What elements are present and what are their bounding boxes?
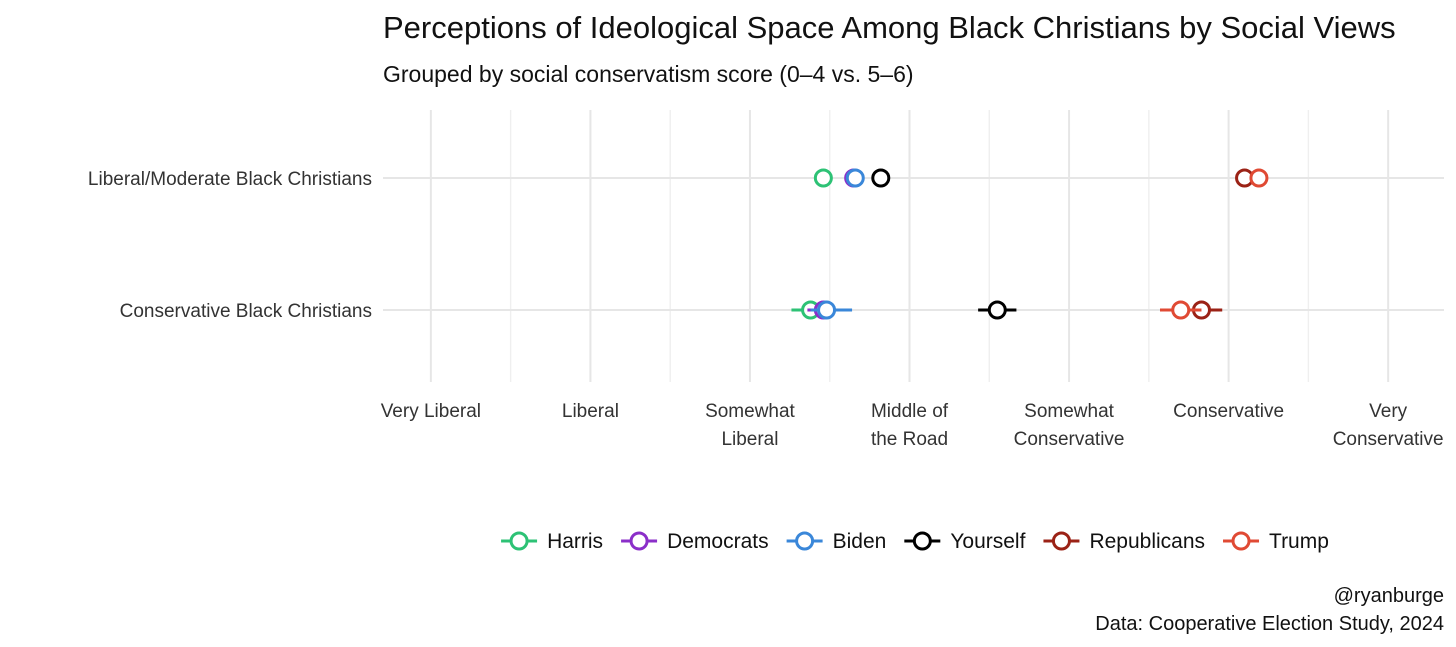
y-tick-label: Conservative Black Christians — [120, 301, 372, 322]
grid — [383, 110, 1444, 382]
legend-key-marker — [509, 531, 529, 551]
x-tick-label: Liberal — [562, 401, 619, 422]
legend-label: Republicans — [1089, 530, 1205, 553]
legend-key-marker — [912, 531, 932, 551]
y-axis-labels: Liberal/Moderate Black Christians Conserv… — [88, 169, 372, 322]
legend-item: Biden — [786, 530, 887, 553]
x-tick-label: Middle of the Road — [871, 401, 949, 450]
chart-subtitle: Grouped by social conservatism score (0–… — [383, 61, 914, 87]
caption-source: Data: Cooperative Election Study, 2024 — [1095, 613, 1444, 635]
legend-item: Harris — [501, 530, 603, 553]
legend-key-marker — [795, 531, 815, 551]
legend-item: Trump — [1223, 530, 1329, 553]
legend-item: Democrats — [621, 530, 769, 553]
caption-handle: @ryanburge — [1334, 585, 1444, 607]
data-point — [1171, 300, 1191, 320]
legend-label: Biden — [833, 530, 887, 553]
legend-key-marker — [629, 531, 649, 551]
data-point — [845, 168, 865, 188]
plot-marks — [791, 168, 1269, 320]
legend-label: Democrats — [667, 530, 769, 553]
data-point — [987, 300, 1007, 320]
x-tick-label: Somewhat Conservative — [1014, 401, 1125, 450]
legend-label: Harris — [547, 530, 603, 553]
x-tick-label: Conservative — [1173, 401, 1284, 422]
data-point — [813, 168, 833, 188]
data-point — [1249, 168, 1269, 188]
legend-key-marker — [1231, 531, 1251, 551]
legend-label: Trump — [1269, 530, 1329, 553]
y-tick-label: Liberal/Moderate Black Christians — [88, 169, 372, 190]
chart-title: Perceptions of Ideological Space Among B… — [383, 10, 1396, 45]
legend-item: Yourself — [904, 530, 1026, 553]
legend-key-marker — [1051, 531, 1071, 551]
x-tick-label: Very Conservative — [1333, 401, 1444, 450]
data-point — [871, 168, 891, 188]
legend: Harris Democrats Biden Yourself Republicans T… — [501, 530, 1329, 553]
x-tick-label: Very Liberal — [381, 401, 481, 422]
data-point — [817, 300, 837, 320]
legend-label: Yourself — [950, 530, 1025, 553]
x-axis-labels: Very Liberal Liberal Somewhat Liberal Middle… — [381, 401, 1444, 450]
legend-item: Republicans — [1043, 530, 1205, 553]
x-tick-label: Somewhat Liberal — [705, 401, 795, 450]
